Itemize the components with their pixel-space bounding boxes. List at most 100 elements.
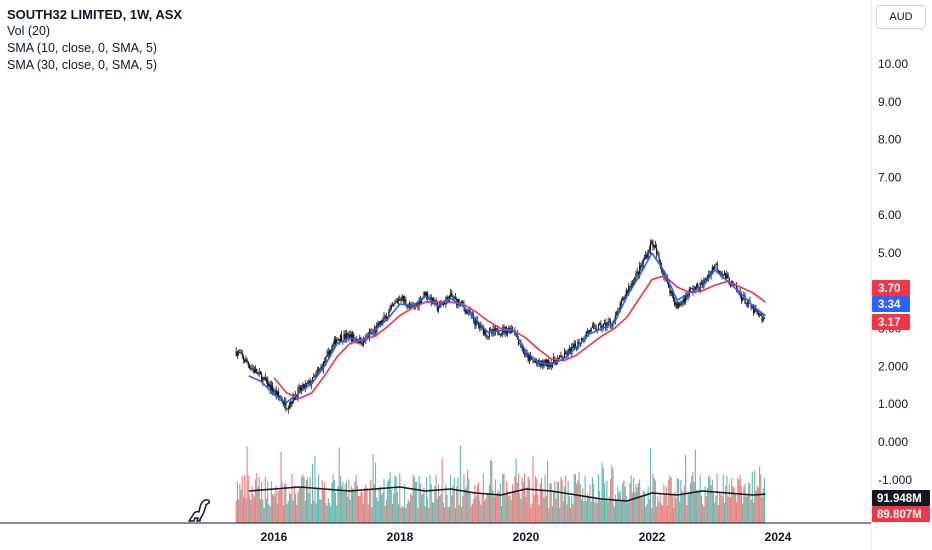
volume-bar (281, 482, 283, 523)
price-tick-label: 9.00 (878, 95, 902, 109)
price-tick-label: 8.00 (878, 133, 902, 147)
volume-sma-line[interactable] (248, 486, 766, 502)
volume-bar (723, 502, 725, 523)
sma10-line[interactable] (248, 252, 766, 404)
volume-bar (746, 495, 749, 523)
candle-body (591, 326, 593, 328)
candle-body (740, 295, 743, 300)
volume-bar (526, 487, 528, 523)
candle-body (600, 323, 602, 329)
volume-bar (511, 484, 513, 523)
volume-bar (633, 477, 635, 523)
volume-bar (393, 493, 395, 523)
price-tick-label: 1.000 (878, 397, 908, 411)
candle-body (388, 312, 390, 318)
sma30-line[interactable] (273, 274, 766, 400)
candle-body (721, 272, 723, 276)
volume-bar (683, 485, 686, 523)
volume-bar (760, 474, 762, 523)
volume-bar (626, 502, 629, 523)
volume-bar (686, 505, 688, 523)
candle-body (350, 333, 352, 341)
candle-body (677, 303, 680, 309)
candle-body (250, 367, 252, 369)
volume-bar (751, 471, 753, 523)
volume-bar (481, 493, 483, 523)
volume-bar (528, 479, 530, 523)
candle-body (594, 325, 596, 327)
candle-body (345, 333, 348, 339)
candle-body (662, 270, 664, 272)
volume-bar (493, 496, 495, 523)
candle-body (607, 322, 609, 325)
candle-body (559, 355, 561, 358)
candle-body (284, 401, 286, 405)
candle-body (532, 359, 534, 361)
volume-bar (388, 479, 390, 523)
volume-bar (371, 507, 373, 523)
volume-bar (717, 505, 719, 523)
volume-bar (648, 499, 650, 523)
candle-body (337, 339, 339, 340)
volume-bar (338, 447, 340, 523)
volume-bar (278, 491, 280, 523)
candle-body (279, 396, 281, 399)
volume-bar (274, 493, 276, 523)
volume-bar (731, 478, 733, 523)
candle-body (261, 374, 263, 383)
volume-bar (270, 481, 272, 523)
symbol-title[interactable]: SOUTH32 LIMITED, 1W, ASX (7, 7, 183, 22)
volume-bar (351, 488, 354, 523)
candle-body (628, 286, 630, 293)
candle-body (710, 271, 712, 277)
price-tick-label: 5.00 (878, 246, 902, 260)
currency-button[interactable]: AUD (876, 5, 926, 29)
volume-bar (418, 475, 420, 523)
candle-body (645, 254, 647, 259)
volume-bar (639, 479, 641, 523)
candle-body (498, 334, 500, 336)
volume-bar (324, 482, 326, 523)
volume-bar (670, 477, 672, 523)
candle-body (404, 299, 406, 301)
candle-body (545, 359, 547, 367)
sma30-indicator-label[interactable]: SMA (30, close, 0, SMA, 5) (7, 58, 158, 72)
volume-bar (608, 497, 610, 523)
volume-bar (583, 501, 585, 523)
volume-bar (458, 504, 460, 523)
volume-bar (318, 474, 320, 523)
candle-body (480, 324, 482, 328)
volume-indicator-label[interactable]: Vol (20) (7, 24, 51, 38)
volume-bar (681, 490, 683, 523)
candle-body (488, 330, 491, 337)
volume-bar (710, 485, 712, 523)
candle-body (267, 379, 269, 387)
volume-bar (464, 489, 466, 523)
volume-bar (434, 485, 436, 523)
sma10-indicator-label[interactable]: SMA (10, close, 0, SMA, 5) (7, 41, 158, 55)
volume-bar (680, 479, 682, 523)
dinosaur-icon[interactable] (186, 494, 216, 524)
candle-body (338, 339, 340, 342)
time-scale[interactable]: 2016 2018 2020 2022 2024 (261, 530, 792, 544)
volume-bar (691, 476, 693, 523)
candle-body (586, 331, 589, 334)
candle-body (458, 299, 460, 305)
volume-bar (279, 489, 281, 523)
candle-body (270, 385, 272, 390)
candle-body (416, 303, 418, 306)
volume-bar (555, 499, 557, 523)
volume-bar (389, 471, 391, 523)
candle-body (626, 290, 629, 293)
volume-bar (509, 494, 511, 523)
volume-bar (262, 499, 264, 523)
candle-body (527, 354, 529, 361)
candle-body (494, 328, 497, 333)
candle-body (625, 290, 627, 297)
candle-body (462, 301, 464, 305)
volume-bar (284, 484, 286, 523)
candle-body (301, 387, 303, 391)
volume-bar (251, 485, 253, 523)
candle-body (490, 330, 492, 332)
